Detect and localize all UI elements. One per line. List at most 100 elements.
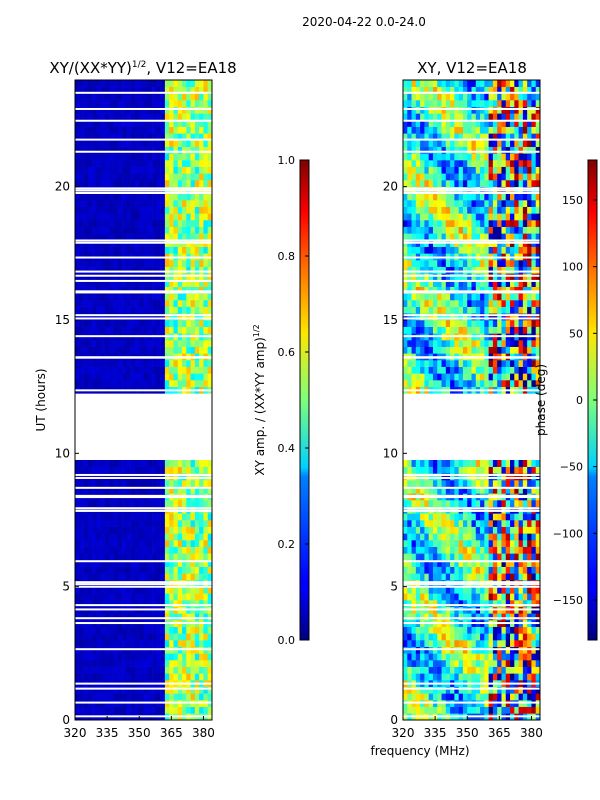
amp-heatmap-cell	[169, 593, 174, 601]
amp-heatmap-cell	[113, 313, 119, 321]
amp-heatmap-cell	[182, 153, 187, 161]
phase-heatmap-cell	[484, 693, 489, 701]
phase-heatmap-cell	[522, 666, 528, 674]
phase-heatmap-cell	[488, 546, 494, 554]
phase-heatmap-cell	[471, 640, 477, 647]
amp-heatmap-cell	[122, 326, 127, 334]
phase-heatmap-cell	[432, 653, 438, 661]
phase-heatmap-cell	[522, 340, 528, 347]
phase-heatmap-cell	[445, 520, 451, 527]
phase-heatmap-cell	[488, 706, 494, 714]
amp-heatmap-cell	[79, 266, 84, 274]
phase-heatmap-cell	[471, 566, 477, 574]
amp-heatmap-cell	[156, 626, 161, 634]
amp-heatmap-cell	[164, 106, 170, 114]
amp-heatmap-cell	[104, 173, 110, 181]
phase-heatmap-cell	[454, 640, 459, 647]
amp-heatmap-cell	[96, 526, 101, 534]
amp-heatmap-cell	[134, 546, 140, 554]
amp-heatmap-cell	[100, 133, 106, 141]
amp-heatmap-cell	[169, 193, 174, 201]
phase-heatmap-cell	[403, 466, 408, 474]
phase-heatmap-cell	[510, 686, 515, 694]
amp-heatmap-cell	[173, 666, 179, 674]
amp-heatmap-cell	[173, 200, 179, 207]
amp-heatmap-cell	[194, 173, 200, 181]
amp-heatmap-cell	[100, 233, 106, 241]
amp-heatmap-cell	[156, 573, 161, 581]
amp-heatmap-cell	[79, 486, 84, 494]
amp-heatmap-cell	[139, 273, 144, 281]
amp-heatmap-cell	[96, 206, 101, 214]
phase-heatmap-cell	[475, 373, 481, 381]
phase-heatmap-cell	[432, 480, 438, 487]
amp-heatmap-cell	[173, 380, 179, 387]
amp-heatmap-cell	[117, 346, 123, 354]
amp-heatmap-cell	[79, 153, 84, 161]
phase-heatmap-cell	[458, 373, 464, 381]
amp-heatmap-cell	[207, 313, 213, 321]
amp-heatmap-cell	[117, 460, 123, 467]
amp-heatmap-cell	[152, 640, 157, 647]
phase-heatmap-cell	[424, 660, 429, 667]
phase-heatmap-cell	[445, 593, 451, 601]
amp-heatmap-cell	[194, 593, 200, 601]
amp-heatmap-cell	[152, 93, 157, 101]
amp-heatmap-cell	[182, 113, 187, 121]
amp-heatmap-cell	[109, 526, 114, 534]
phase-heatmap-cell	[471, 653, 477, 661]
amp-heatmap-cell	[134, 613, 140, 621]
amp-heatmap-cell	[152, 113, 157, 121]
amp-flagged-row	[75, 274, 212, 277]
phase-heatmap-cell	[518, 626, 524, 634]
phase-heatmap-cell	[437, 533, 442, 541]
phase-heatmap-cell	[441, 486, 447, 494]
amp-heatmap-cell	[109, 293, 114, 301]
phase-heatmap-cell	[441, 540, 447, 547]
phase-heatmap-cell	[505, 513, 511, 521]
amp-heatmap-cell	[147, 153, 153, 161]
amp-heatmap-cell	[160, 513, 166, 521]
phase-heatmap-cell	[445, 473, 451, 481]
amp-heatmap-cell	[177, 320, 183, 327]
amp-heatmap-cell	[79, 140, 84, 147]
amp-heatmap-cell	[143, 260, 149, 267]
phase-heatmap-cell	[471, 466, 477, 474]
phase-heatmap-cell	[467, 553, 472, 561]
amp-heatmap-cell	[186, 553, 191, 561]
amp-heatmap-cell	[199, 160, 204, 167]
amp-heatmap-cell	[199, 226, 204, 234]
amp-heatmap-cell	[190, 346, 196, 354]
amp-heatmap-cell	[194, 566, 200, 574]
amp-heatmap-cell	[139, 193, 144, 201]
amp-heatmap-cell	[104, 233, 110, 241]
phase-heatmap-cell	[518, 686, 524, 694]
amp-heatmap-cell	[194, 693, 200, 701]
amp-heatmap-cell	[104, 260, 110, 267]
phase-heatmap-cell	[462, 540, 468, 547]
phase-heatmap-cell	[510, 286, 515, 294]
phase-heatmap-cell	[527, 300, 532, 307]
phase-heatmap-cell	[505, 673, 511, 681]
amp-heatmap-cell	[122, 166, 127, 174]
amp-heatmap-cell	[130, 293, 136, 301]
amp-heatmap-cell	[182, 286, 187, 294]
amp-heatmap-cell	[100, 546, 106, 554]
amp-heatmap-cell	[104, 200, 110, 207]
phase-heatmap-cell	[484, 673, 489, 681]
phase-heatmap-cell	[415, 626, 421, 634]
phase-heatmap-cell	[514, 626, 519, 634]
phase-heatmap-cell	[424, 686, 429, 694]
phase-heatmap-cell	[484, 593, 489, 601]
phase-heatmap-cell	[450, 566, 455, 574]
amp-heatmap-cell	[96, 106, 101, 114]
amp-heatmap-cell	[152, 173, 157, 181]
phase-heatmap-cell	[420, 613, 425, 621]
phase-heatmap-cell	[471, 346, 477, 354]
amp-heatmap-cell	[109, 520, 114, 527]
amp-heatmap-cell	[122, 600, 127, 607]
amp-heatmap-cell	[182, 706, 187, 714]
phase-heatmap-cell	[518, 613, 524, 621]
amp-heatmap-cell	[182, 573, 187, 581]
